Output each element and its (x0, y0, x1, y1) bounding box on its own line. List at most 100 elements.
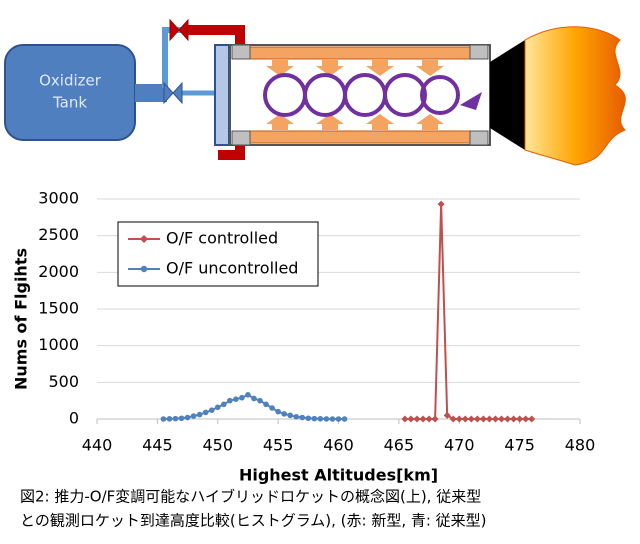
marker (425, 415, 433, 423)
marker (160, 416, 167, 422)
y-axis-label: Nums of Flgihts (12, 248, 31, 390)
x-tick-label: 480 (565, 436, 596, 455)
marker (498, 415, 506, 423)
marker (281, 411, 287, 417)
end-block (231, 130, 251, 146)
marker (485, 415, 493, 423)
x-tick-label: 440 (82, 436, 113, 455)
tank (4, 44, 136, 141)
tank-label: Oxidizer (39, 72, 102, 90)
marker (516, 415, 524, 423)
marker (190, 413, 197, 419)
injector (214, 44, 230, 146)
marker (335, 416, 342, 422)
marker (443, 411, 451, 419)
x-tick-label: 450 (202, 436, 233, 455)
marker (140, 235, 148, 243)
marker (233, 396, 239, 403)
x-tick-label: 465 (384, 436, 415, 455)
legend-box (117, 221, 319, 287)
chamber (229, 44, 491, 146)
marker (329, 416, 336, 422)
marker (178, 415, 185, 422)
marker (522, 415, 530, 423)
marker (214, 404, 221, 411)
orange-arrows (266, 60, 444, 130)
arrow (460, 92, 482, 110)
marker (299, 414, 306, 421)
valve (169, 18, 189, 42)
marker (305, 415, 312, 422)
x-tick-label: 455 (263, 436, 294, 455)
marker (467, 415, 475, 423)
x-tick-label: 475 (504, 436, 535, 455)
marker (323, 416, 330, 422)
y-tick-label: 2000 (38, 262, 79, 281)
legend-label: O/F controlled (166, 229, 278, 248)
marker (455, 415, 463, 423)
marker (184, 414, 191, 421)
marker (196, 411, 203, 418)
marker (479, 415, 487, 423)
pipe (135, 84, 167, 102)
marker (227, 397, 233, 404)
marker (287, 412, 294, 419)
caption: 図2: 推力-O/F変調可能なハイブリッドロケットの概念図(上), 従来型 (20, 488, 481, 506)
marker (275, 408, 281, 415)
marker (257, 397, 263, 404)
marker (317, 415, 324, 422)
marker (504, 415, 512, 423)
pipe (162, 27, 182, 88)
marker (269, 405, 275, 411)
marker (528, 415, 536, 423)
marker (263, 401, 269, 408)
x-tick-label: 460 (323, 436, 354, 455)
marker (413, 415, 421, 423)
y-tick-label: 3000 (38, 189, 79, 208)
x-tick-label: 445 (142, 436, 173, 455)
marker (239, 394, 245, 401)
marker (172, 415, 179, 422)
flame (524, 26, 626, 166)
marker (220, 401, 227, 408)
y-tick-label: 1000 (38, 335, 79, 354)
marker (491, 415, 499, 423)
caption: との観測ロケット到達高度比較(ヒストグラム), (赤: 新型, 青: 従来型) (20, 512, 487, 530)
marker (202, 409, 209, 416)
marker (140, 265, 148, 273)
end-block (469, 130, 489, 146)
marker (461, 415, 469, 423)
y-tick-label: 1500 (38, 299, 79, 318)
diagram: Oxidizer Tank (4, 18, 626, 166)
x-tick-label: 470 (444, 436, 475, 455)
marker (251, 395, 257, 402)
legend-label: O/F uncontrolled (166, 259, 298, 278)
fuel-grain (231, 130, 489, 144)
marker (419, 415, 427, 423)
series-line (404, 204, 532, 420)
chart: 0 500 1000 1500 2000 2500 3000 440 445 450 455 460 4… (12, 189, 596, 485)
end-block (469, 44, 489, 60)
tank-label: Tank (52, 94, 87, 112)
marker (407, 415, 415, 423)
marker (208, 407, 215, 414)
y-tick-label: 0 (69, 409, 79, 428)
marker (245, 392, 251, 398)
marker (473, 415, 481, 423)
marker (449, 415, 457, 423)
valve (163, 81, 183, 105)
marker (510, 415, 518, 423)
fuel-grain (231, 46, 489, 60)
marker (437, 200, 445, 208)
marker (401, 415, 409, 423)
x-axis-label: Highest Altitudes[km] (239, 466, 438, 485)
marker (166, 416, 173, 422)
marker (341, 416, 348, 422)
marker (293, 414, 300, 420)
y-tick-label: 2500 (38, 225, 79, 244)
end-block (231, 44, 251, 60)
marker (431, 415, 439, 423)
swirls (263, 73, 460, 117)
nozzle (490, 40, 525, 150)
marker (311, 415, 318, 422)
